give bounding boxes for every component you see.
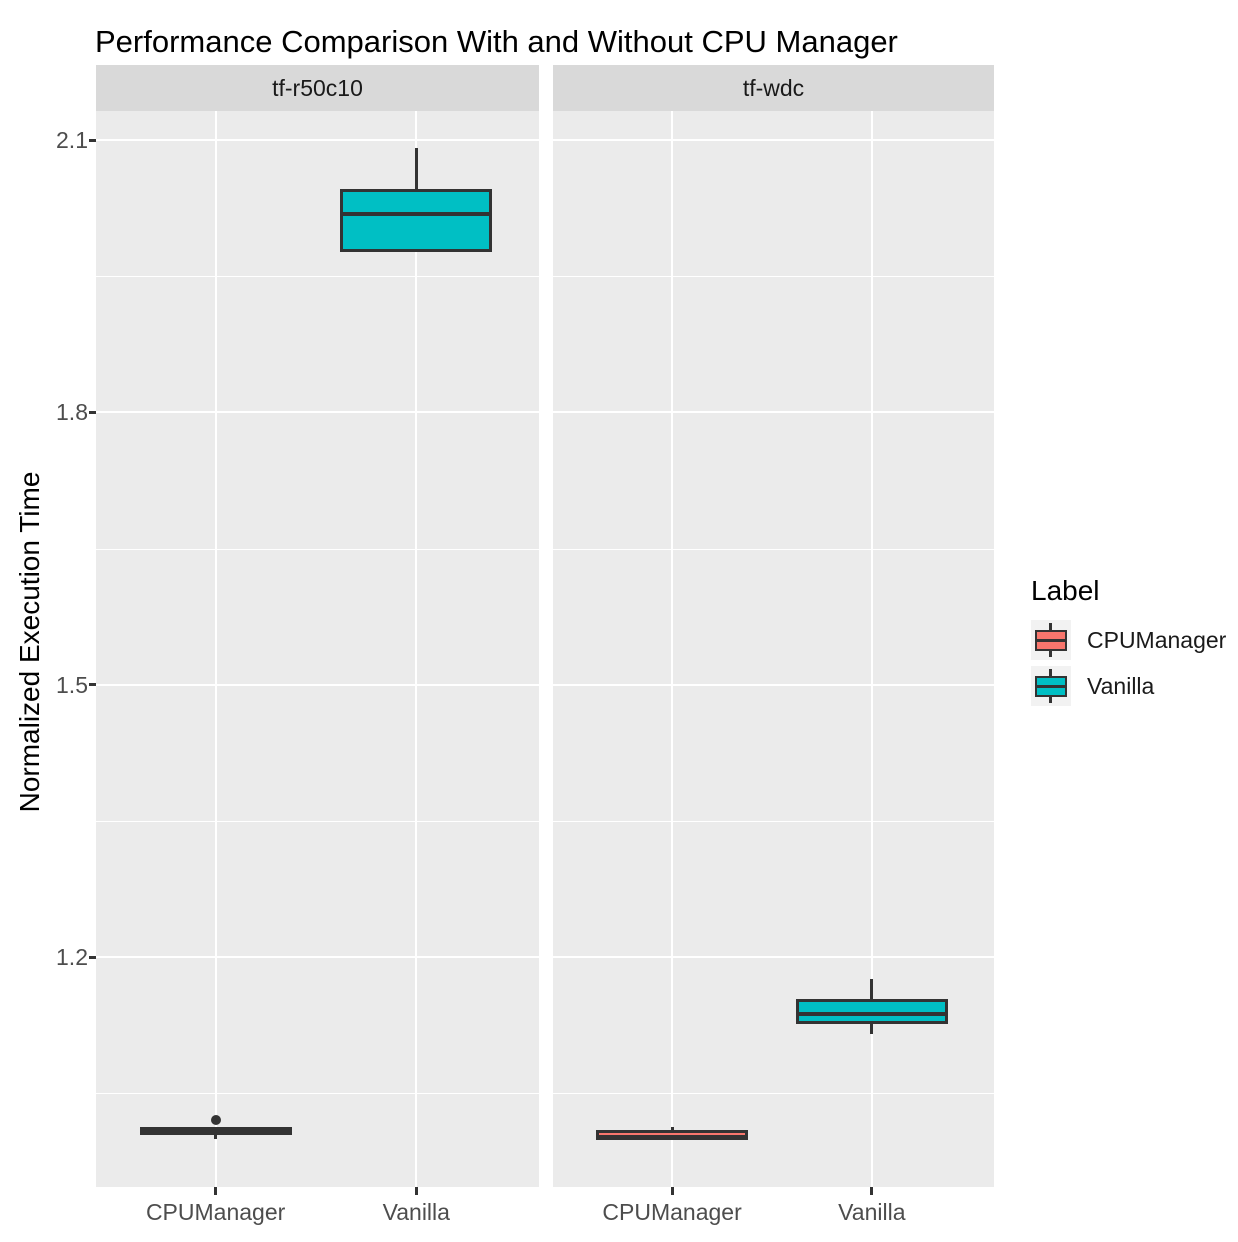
boxplot-box	[795, 999, 948, 1024]
y-tick-label: 2.1	[56, 127, 88, 154]
box-median-line	[343, 211, 490, 216]
y-tick-mark	[89, 955, 96, 959]
gridline-minor-horizontal	[553, 548, 994, 550]
facet-strip-label: tf-r50c10	[272, 74, 363, 101]
gridline-vertical	[214, 111, 217, 1187]
box-median-line	[798, 1012, 945, 1017]
gridline-vertical	[671, 111, 674, 1187]
box-whisker-upper	[414, 148, 418, 190]
x-tick-label: Vanilla	[838, 1199, 906, 1225]
x-tick-label: Vanilla	[382, 1199, 450, 1225]
y-axis-title: Normalized Execution Time	[14, 471, 45, 813]
legend-label-cpumanager: CPUManager	[1087, 626, 1227, 653]
chart-title: Performance Comparison With and Without …	[95, 24, 898, 59]
gridline-minor-horizontal	[553, 276, 994, 278]
boxplot-box	[340, 189, 493, 252]
gridline-major-horizontal	[553, 139, 994, 142]
x-tick-label: CPUManager	[602, 1199, 742, 1225]
x-tick-label: CPUManager	[145, 1199, 286, 1225]
legend-key-box	[1035, 630, 1067, 651]
legend-entry-cpumanager: CPUManager	[1031, 620, 1226, 660]
legend-key-box	[1035, 676, 1067, 697]
gridline-minor-horizontal	[553, 821, 994, 823]
facet-strip-tf-wdc: tf-wdc	[553, 65, 994, 111]
legend-key-median-line	[1037, 639, 1065, 642]
legend-key-boxplot-icon	[1031, 666, 1071, 706]
box-whisker-lower	[214, 1135, 218, 1139]
legend-title: Label	[1031, 575, 1100, 606]
legend-entry-vanilla: Vanilla	[1031, 666, 1226, 706]
facet-strip-label: tf-wdc	[742, 74, 805, 101]
legend: Label CPUManager Vanilla	[1031, 574, 1226, 712]
y-tick-mark	[89, 683, 96, 687]
gridline-major-horizontal	[553, 411, 994, 414]
gridline-vertical	[415, 111, 418, 1187]
gridline-major-horizontal	[553, 683, 994, 686]
y-tick-mark	[89, 410, 96, 414]
gridline-major-horizontal	[96, 139, 539, 142]
facet-panel-tf-r50c10	[96, 111, 539, 1187]
gridline-minor-horizontal	[96, 1093, 539, 1095]
y-tick-mark	[89, 138, 96, 142]
x-tick-mark	[214, 1187, 218, 1195]
facet-strip-tf-r50c10: tf-r50c10	[96, 65, 539, 111]
legend-key-median-line	[1037, 685, 1065, 688]
gridline-minor-horizontal	[96, 548, 539, 550]
box-whisker-upper	[670, 1127, 674, 1130]
box-whisker-lower	[870, 1023, 874, 1034]
gridline-minor-horizontal	[96, 276, 539, 278]
legend-key-boxplot-icon	[1031, 620, 1071, 660]
outlier-point	[210, 1114, 221, 1125]
box-whisker-upper	[870, 979, 874, 1000]
x-tick-mark	[414, 1187, 418, 1195]
gridline-minor-horizontal	[553, 1093, 994, 1095]
gridline-major-horizontal	[96, 956, 539, 959]
box-median-line	[142, 1128, 289, 1133]
gridline-major-horizontal	[96, 411, 539, 414]
gridline-major-horizontal	[553, 956, 994, 959]
facet-panel-tf-wdc	[553, 111, 994, 1187]
gridline-vertical	[870, 111, 873, 1187]
x-tick-mark	[870, 1187, 874, 1195]
gridline-major-horizontal	[96, 683, 539, 686]
x-tick-mark	[670, 1187, 674, 1195]
gridline-minor-horizontal	[96, 821, 539, 823]
legend-label-vanilla: Vanilla	[1087, 672, 1155, 699]
box-median-line	[599, 1135, 746, 1140]
y-tick-label: 1.2	[56, 944, 88, 971]
